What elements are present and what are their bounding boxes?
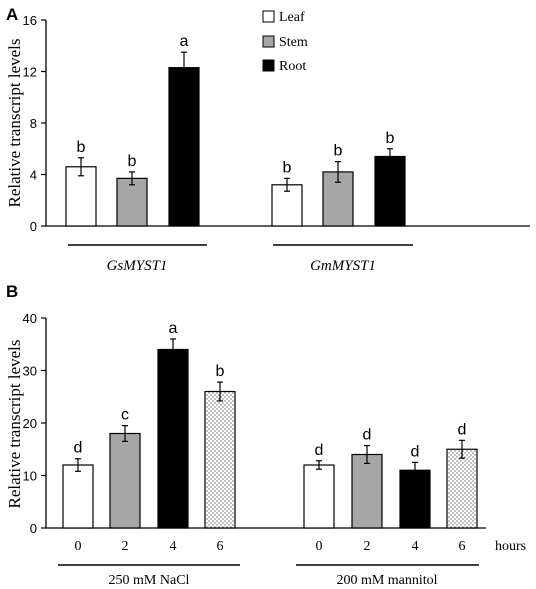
x-tick-label: 0	[316, 539, 323, 554]
legend-swatch-leaf	[262, 10, 275, 23]
legend-label-leaf: Leaf	[279, 10, 305, 25]
x-tick-label: 4	[412, 539, 419, 554]
y-tick-label: 4	[30, 168, 37, 183]
bar-hour-6	[204, 390, 236, 529]
significance-label: a	[180, 33, 189, 50]
y-tick-label: 0	[30, 219, 37, 234]
y-tick-label: 16	[23, 13, 37, 28]
bar-hour-2	[351, 453, 383, 529]
panel-b-label: B	[6, 282, 18, 301]
panel-a-group-label-2: GmMYST1	[310, 258, 376, 274]
bar-stem	[322, 171, 354, 227]
x-tick-label: 0	[75, 539, 82, 554]
y-tick-label: 12	[23, 65, 37, 80]
legend-swatch-stem	[262, 35, 275, 48]
panel-b-chart: 0 10 20 30 40 d c a b 0 2 4 6 d d d d 0 2 4 6	[23, 311, 486, 554]
panel-a-legend: Leaf Stem Root	[262, 10, 308, 74]
significance-label: d	[315, 442, 324, 459]
significance-label: a	[169, 320, 178, 337]
significance-label: d	[458, 421, 467, 438]
bar-hour-4	[399, 469, 431, 529]
significance-label: b	[128, 153, 137, 170]
y-tick-label: 40	[23, 311, 37, 326]
panel-b-group-label-1: 250 mM NaCl	[109, 573, 190, 588]
panel-b-x-unit: hours	[495, 539, 526, 554]
bar-hour-4	[157, 348, 189, 529]
y-tick-label: 8	[30, 116, 37, 131]
significance-label: b	[77, 139, 86, 156]
x-tick-label: 2	[122, 539, 129, 554]
y-tick-label: 30	[23, 364, 37, 379]
y-tick-label: 10	[23, 469, 37, 484]
y-tick-label: 20	[23, 416, 37, 431]
bar-leaf	[65, 166, 97, 227]
x-tick-label: 6	[459, 539, 466, 554]
bar-hour-0	[62, 464, 94, 529]
panel-a-group-label-1: GsMYST1	[107, 258, 168, 274]
y-tick-label: 0	[30, 521, 37, 536]
bar-hour-6	[446, 448, 478, 529]
legend-swatch-root	[262, 59, 275, 72]
significance-label: b	[283, 159, 292, 176]
panel-b-group-label-2: 200 mM mannitol	[336, 573, 437, 588]
bar-root	[374, 155, 406, 227]
legend-label-stem: Stem	[279, 35, 308, 50]
significance-label: b	[216, 363, 225, 380]
bar-stem	[116, 177, 148, 227]
legend-label-root: Root	[279, 59, 306, 74]
significance-label: b	[334, 143, 343, 160]
bar-root	[168, 67, 200, 227]
x-tick-label: 2	[364, 539, 371, 554]
x-tick-label: 6	[217, 539, 224, 554]
panel-a-label: A	[6, 5, 18, 24]
significance-label: d	[74, 440, 83, 457]
x-tick-label: 4	[170, 539, 177, 554]
panel-b-ylabel: Relative transcript levels	[5, 340, 24, 509]
bar-hour-0	[303, 464, 335, 529]
panel-a-ylabel: Relative transcript levels	[5, 39, 24, 208]
significance-label: d	[411, 443, 420, 460]
significance-label: b	[386, 130, 395, 147]
panel-a-chart: 0 4 8 12 16 b b b b a b	[23, 13, 530, 234]
significance-label: d	[363, 427, 372, 444]
significance-label: c	[121, 407, 129, 424]
bar-hour-2	[109, 432, 141, 529]
